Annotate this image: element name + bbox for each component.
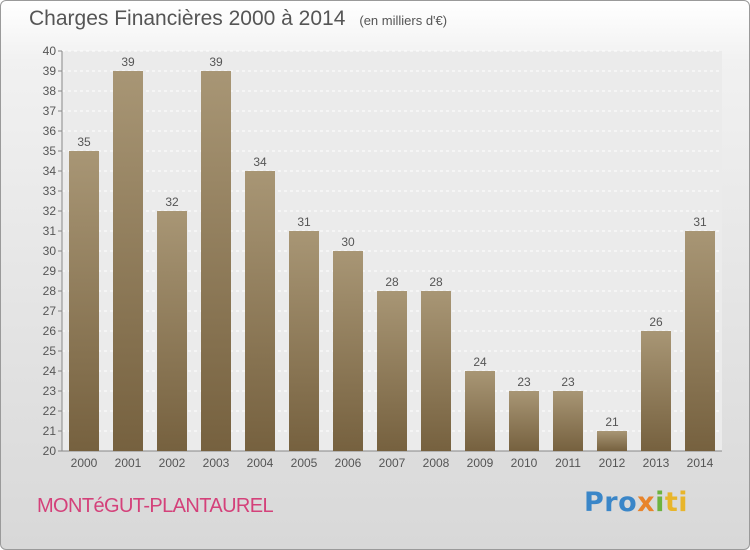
bar-value-label: 31 (693, 215, 707, 229)
bar (553, 391, 583, 451)
y-tick-label: 39 (43, 64, 57, 78)
x-tick-label: 2013 (643, 456, 670, 470)
y-tick-label: 40 (43, 44, 57, 58)
bar (69, 151, 99, 451)
bar-value-label: 26 (649, 315, 663, 329)
x-tick-label: 2010 (511, 456, 538, 470)
bar (641, 331, 671, 451)
bar (157, 211, 187, 451)
y-tick-label: 22 (43, 404, 57, 418)
y-tick-label: 27 (43, 304, 57, 318)
y-tick-label: 38 (43, 84, 57, 98)
bar (597, 431, 627, 451)
bar-value-label: 28 (429, 275, 443, 289)
bar-value-label: 34 (253, 155, 267, 169)
y-tick-label: 24 (43, 364, 57, 378)
bar-value-label: 21 (605, 415, 619, 429)
chart-title: Charges Financières 2000 à 2014 (29, 7, 346, 30)
x-tick-label: 2014 (687, 456, 714, 470)
x-tick-label: 2004 (247, 456, 274, 470)
x-tick-label: 2008 (423, 456, 450, 470)
bar (289, 231, 319, 451)
bar-value-label: 24 (473, 355, 487, 369)
y-tick-label: 26 (43, 324, 57, 338)
bar (333, 251, 363, 451)
x-tick-label: 2009 (467, 456, 494, 470)
y-tick-label: 20 (43, 444, 57, 458)
y-tick-label: 30 (43, 244, 57, 258)
y-tick-label: 32 (43, 204, 57, 218)
bar-value-label: 32 (165, 195, 179, 209)
x-tick-label: 2001 (115, 456, 142, 470)
bar (465, 371, 495, 451)
y-tick-label: 33 (43, 184, 57, 198)
bar-value-label: 35 (77, 135, 91, 149)
bar-value-label: 30 (341, 235, 355, 249)
chart-title-block: Charges Financières 2000 à 2014 (en milli… (29, 7, 447, 31)
bar-value-label: 39 (209, 55, 223, 69)
x-tick-label: 2006 (335, 456, 362, 470)
y-tick-label: 28 (43, 284, 57, 298)
x-tick-label: 2005 (291, 456, 318, 470)
chart-unit: (en milliers d'€) (359, 13, 448, 28)
x-tick-label: 2003 (203, 456, 230, 470)
proxiti-logo[interactable]: Proxiti (584, 487, 689, 518)
bar-value-label: 28 (385, 275, 399, 289)
bar (509, 391, 539, 451)
y-tick-label: 35 (43, 144, 57, 158)
y-tick-label: 25 (43, 344, 57, 358)
bar (113, 71, 143, 451)
y-tick-label: 23 (43, 384, 57, 398)
commune-name: MONTéGUT-PLANTAUREL (37, 495, 274, 517)
x-tick-label: 2011 (555, 456, 581, 470)
y-tick-label: 21 (43, 424, 57, 438)
y-tick-label: 31 (43, 224, 57, 238)
bar-value-label: 39 (121, 55, 135, 69)
y-tick-label: 34 (43, 164, 57, 178)
y-tick-label: 36 (43, 124, 57, 138)
bar-value-label: 23 (517, 375, 531, 389)
x-tick-label: 2000 (71, 456, 98, 470)
bar (377, 291, 407, 451)
y-tick-label: 29 (43, 264, 57, 278)
x-tick-label: 2007 (379, 456, 406, 470)
bar-value-label: 23 (561, 375, 575, 389)
x-tick-label: 2012 (599, 456, 626, 470)
x-tick-label: 2002 (159, 456, 186, 470)
bar (421, 291, 451, 451)
bar (201, 71, 231, 451)
bar (245, 171, 275, 451)
y-tick-label: 37 (43, 104, 57, 118)
bar (685, 231, 715, 451)
bar-value-label: 31 (297, 215, 311, 229)
